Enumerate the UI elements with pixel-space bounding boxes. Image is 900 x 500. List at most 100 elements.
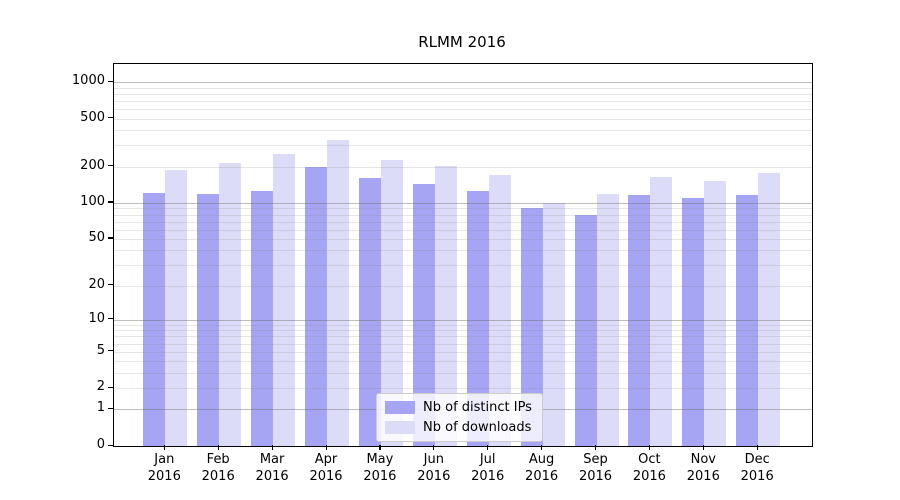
y-tick-mark bbox=[108, 80, 113, 82]
y-tick-label: 0 bbox=[96, 437, 105, 452]
y-tick-label: 2 bbox=[96, 379, 105, 395]
legend-label-distinct-ips: Nb of distinct IPs bbox=[423, 400, 532, 415]
bar-downloads-nov-2016 bbox=[704, 181, 727, 446]
plot-area: Nb of distinct IPs Nb of downloads bbox=[113, 63, 813, 447]
x-tick-mark bbox=[702, 445, 704, 450]
gridline-minor bbox=[114, 285, 812, 287]
bar-downloads-sep-2016 bbox=[596, 194, 619, 446]
x-tick-label: Mar 2016 bbox=[255, 452, 289, 484]
gridline-minor bbox=[114, 109, 812, 111]
bar-downloads-oct-2016 bbox=[650, 176, 673, 446]
bar-distinct-ips-mar-2016 bbox=[251, 191, 274, 446]
legend: Nb of distinct IPs Nb of downloads bbox=[376, 393, 543, 442]
gridline-minor bbox=[114, 324, 812, 326]
bar-distinct-ips-jan-2016 bbox=[143, 193, 166, 446]
bar-downloads-aug-2016 bbox=[542, 202, 565, 446]
gridline-minor bbox=[114, 250, 812, 252]
x-tick-mark bbox=[756, 445, 758, 450]
y-tick-mark bbox=[108, 318, 113, 320]
gridline-major bbox=[114, 202, 812, 204]
bar-downloads-feb-2016 bbox=[219, 162, 242, 446]
gridline-minor bbox=[114, 361, 812, 363]
x-tick-mark bbox=[163, 445, 165, 450]
y-tick-label: 1 bbox=[96, 400, 105, 416]
gridline-minor bbox=[114, 265, 812, 267]
grid-layer bbox=[114, 64, 812, 446]
bar-distinct-ips-feb-2016 bbox=[197, 194, 220, 446]
bar-downloads-mar-2016 bbox=[273, 153, 296, 446]
x-tick-label: May 2016 bbox=[363, 452, 397, 484]
y-tick-mark bbox=[108, 201, 113, 203]
legend-label-downloads: Nb of downloads bbox=[423, 420, 532, 435]
gridline-minor bbox=[114, 343, 812, 345]
chart-title: RLMM 2016 bbox=[418, 33, 506, 51]
bar-distinct-ips-oct-2016 bbox=[628, 195, 651, 446]
gridline-minor bbox=[114, 93, 812, 95]
y-tick-label: 200 bbox=[80, 157, 105, 173]
y-tick-label: 500 bbox=[80, 109, 105, 125]
legend-item-distinct-ips: Nb of distinct IPs bbox=[385, 400, 532, 415]
y-tick-mark bbox=[108, 386, 113, 388]
x-tick-mark bbox=[541, 445, 543, 450]
x-tick-label: Oct 2016 bbox=[632, 452, 666, 484]
x-tick-label: Dec 2016 bbox=[740, 452, 774, 484]
x-tick-mark bbox=[433, 445, 435, 450]
x-tick-label: Sep 2016 bbox=[578, 452, 613, 484]
y-tick-label: 5 bbox=[96, 342, 105, 358]
gridline-minor bbox=[114, 372, 812, 374]
gridline-minor bbox=[114, 388, 812, 390]
gridline-minor bbox=[114, 238, 812, 240]
bar-distinct-ips-dec-2016 bbox=[736, 195, 759, 446]
x-tick-mark bbox=[648, 445, 651, 450]
gridline-minor bbox=[114, 87, 812, 89]
x-tick-mark bbox=[595, 445, 597, 450]
y-tick-label: 20 bbox=[88, 276, 105, 292]
gridline-minor bbox=[114, 130, 812, 132]
gridline-minor bbox=[114, 221, 812, 223]
x-tick-label: Nov 2016 bbox=[686, 452, 720, 484]
gridline-minor bbox=[114, 118, 812, 120]
gridline-major bbox=[114, 82, 812, 84]
x-tick-label: Jun 2016 bbox=[417, 452, 451, 484]
gridline-minor bbox=[114, 229, 812, 231]
y-tick-label: 1000 bbox=[71, 73, 105, 89]
gridline-major bbox=[114, 319, 812, 321]
x-tick-label: Apr 2016 bbox=[309, 452, 343, 484]
x-tick-mark bbox=[325, 445, 327, 450]
y-tick-mark bbox=[108, 350, 113, 352]
bar-distinct-ips-apr-2016 bbox=[305, 167, 327, 446]
gridline-minor bbox=[114, 100, 812, 102]
y-tick-mark bbox=[108, 165, 113, 167]
x-tick-mark bbox=[271, 445, 273, 450]
bar-distinct-ips-nov-2016 bbox=[682, 198, 705, 446]
gridline-minor bbox=[114, 336, 812, 338]
bar-downloads-dec-2016 bbox=[758, 173, 781, 446]
y-tick-mark bbox=[108, 407, 113, 410]
y-tick-mark bbox=[108, 237, 113, 239]
y-tick-label: 100 bbox=[80, 193, 105, 209]
gridline-minor bbox=[114, 330, 812, 332]
x-tick-label: Jan 2016 bbox=[147, 452, 181, 484]
y-tick-label: 50 bbox=[88, 229, 105, 245]
x-tick-label: Feb 2016 bbox=[201, 452, 235, 484]
gridline-minor bbox=[114, 214, 812, 216]
legend-item-downloads: Nb of downloads bbox=[385, 420, 532, 435]
y-tick-mark bbox=[108, 444, 113, 446]
x-tick-mark bbox=[487, 445, 489, 450]
x-tick-label: Aug 2016 bbox=[525, 452, 559, 484]
x-tick-mark bbox=[379, 445, 381, 450]
bar-downloads-apr-2016 bbox=[327, 140, 349, 446]
bars-layer bbox=[114, 64, 812, 446]
legend-swatch-downloads bbox=[385, 421, 415, 434]
gridline-minor bbox=[114, 208, 812, 210]
legend-swatch-distinct-ips bbox=[385, 401, 415, 414]
x-tick-label: Jul 2016 bbox=[471, 452, 505, 484]
y-tick-mark bbox=[108, 284, 113, 286]
bar-distinct-ips-sep-2016 bbox=[574, 215, 597, 446]
gridline-minor bbox=[114, 166, 812, 168]
x-tick-mark bbox=[217, 445, 219, 450]
gridline-minor bbox=[114, 145, 812, 147]
bar-downloads-jan-2016 bbox=[165, 170, 188, 446]
y-tick-mark bbox=[108, 117, 113, 119]
